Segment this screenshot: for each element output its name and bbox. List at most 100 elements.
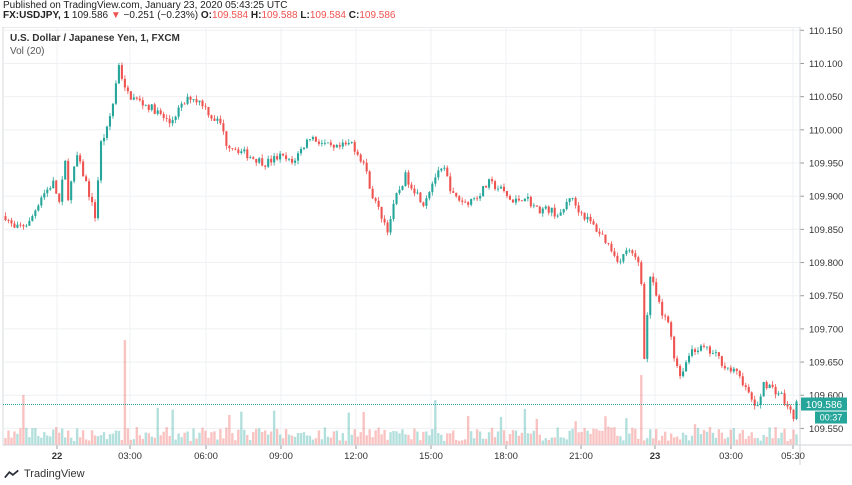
candle-body (595, 224, 598, 232)
candle-body (688, 355, 691, 363)
candle-body (574, 197, 577, 206)
y-tick-label: 109.650 (809, 358, 843, 369)
candle-body (565, 201, 568, 210)
candle-body (559, 212, 562, 216)
volume-bar (783, 428, 786, 445)
chart-grid (3, 27, 800, 445)
x-tick-label: 18:00 (494, 451, 518, 462)
candle-body (329, 142, 332, 145)
candle-body (210, 115, 213, 119)
volume-bar (75, 428, 79, 445)
volume-bar (129, 439, 133, 445)
candle-body (308, 139, 312, 141)
volume-bar (359, 432, 362, 445)
volume-bar (216, 439, 219, 445)
candle-body (302, 147, 306, 149)
candle-body (335, 145, 338, 148)
candle-body (207, 107, 210, 116)
candle-body (604, 234, 607, 243)
candle-body (470, 199, 473, 205)
candle-body (34, 210, 37, 217)
volume-bar (437, 433, 440, 445)
candle-body (16, 224, 19, 228)
candle-body (76, 155, 79, 167)
volume-bar (684, 434, 688, 445)
y-tick-label: 110.100 (809, 59, 843, 70)
candle-body (177, 107, 180, 117)
candle-body (690, 349, 694, 356)
high-label: H: (250, 10, 262, 21)
candle-body (661, 301, 664, 316)
volume-bar (46, 435, 49, 445)
candle-body (368, 171, 371, 189)
candle-body (708, 346, 711, 354)
candle-body (70, 181, 73, 201)
volume-bar (326, 436, 330, 445)
candle-body (58, 193, 61, 202)
volume-bar (311, 439, 315, 445)
volume-bar (49, 436, 52, 445)
volume-bar (171, 409, 174, 445)
volume-bar (431, 429, 434, 445)
candle-body (473, 198, 476, 200)
candle-body (341, 142, 344, 147)
volume-bar (201, 427, 204, 445)
volume-bar (144, 432, 147, 445)
candle-body (150, 104, 153, 110)
price-axis[interactable]: 110.150 110.100 110.050 110.000 109.950 109.9… (799, 27, 843, 465)
volume-bar (13, 431, 16, 445)
volume-bar (37, 435, 40, 445)
candle-body (67, 160, 70, 201)
volume-bar (102, 432, 106, 445)
tradingview-logo[interactable]: TradingView (4, 468, 85, 480)
low-value: 109.584 (309, 10, 346, 21)
volume-bar (341, 433, 344, 445)
candle-body (228, 145, 231, 149)
candle-body (291, 158, 294, 163)
volume-bar (19, 428, 22, 445)
volume-bar (34, 428, 37, 445)
volume-bar (40, 437, 43, 445)
volume-bar (583, 427, 586, 445)
volume-bar (419, 440, 422, 445)
candle-body (682, 371, 685, 377)
volume-bar (550, 437, 553, 445)
volume-bar (514, 430, 518, 445)
candle-body (553, 207, 556, 217)
candle-body (168, 118, 171, 124)
x-tick-label: 03:00 (719, 451, 743, 462)
volume-bar (559, 437, 562, 445)
candle-body (458, 196, 461, 201)
volume-bar (66, 430, 70, 445)
volume-bar (153, 437, 156, 445)
volume-bar (207, 437, 210, 445)
volume-bar (99, 435, 103, 445)
candle-body (622, 254, 625, 262)
y-tick-label: 109.950 (809, 159, 843, 170)
volume-bar (225, 427, 228, 445)
volume-bar (443, 440, 446, 445)
candle-body (640, 262, 643, 284)
candle-body (186, 96, 189, 104)
volume-bar (398, 433, 401, 445)
tradingview-brand-text: TradingView (24, 468, 85, 480)
volume-bar (753, 438, 756, 445)
candle-body (10, 220, 13, 224)
price-chart[interactable]: 110.150 110.100 110.050 110.000 109.950 109.9… (0, 27, 852, 485)
volume-bar (741, 429, 744, 445)
volume-bar (252, 432, 255, 445)
volume-bar (350, 434, 353, 445)
candle-body (476, 198, 479, 200)
volume-bar (362, 411, 365, 445)
volume-bar (269, 431, 273, 445)
volume-bar (138, 435, 142, 445)
volume-bar (574, 421, 577, 445)
candle-body (658, 295, 661, 302)
volume-legend: Vol (20) (10, 46, 45, 57)
volume-bar (702, 429, 706, 445)
time-axis[interactable]: 22 03:00 06:00 09:00 12:00 15:00 18:00 21:00 23 0… (3, 444, 852, 462)
volume-bar (786, 440, 789, 445)
volume-bars (4, 340, 798, 445)
candle-body (649, 276, 652, 316)
volume-bar (278, 434, 282, 445)
